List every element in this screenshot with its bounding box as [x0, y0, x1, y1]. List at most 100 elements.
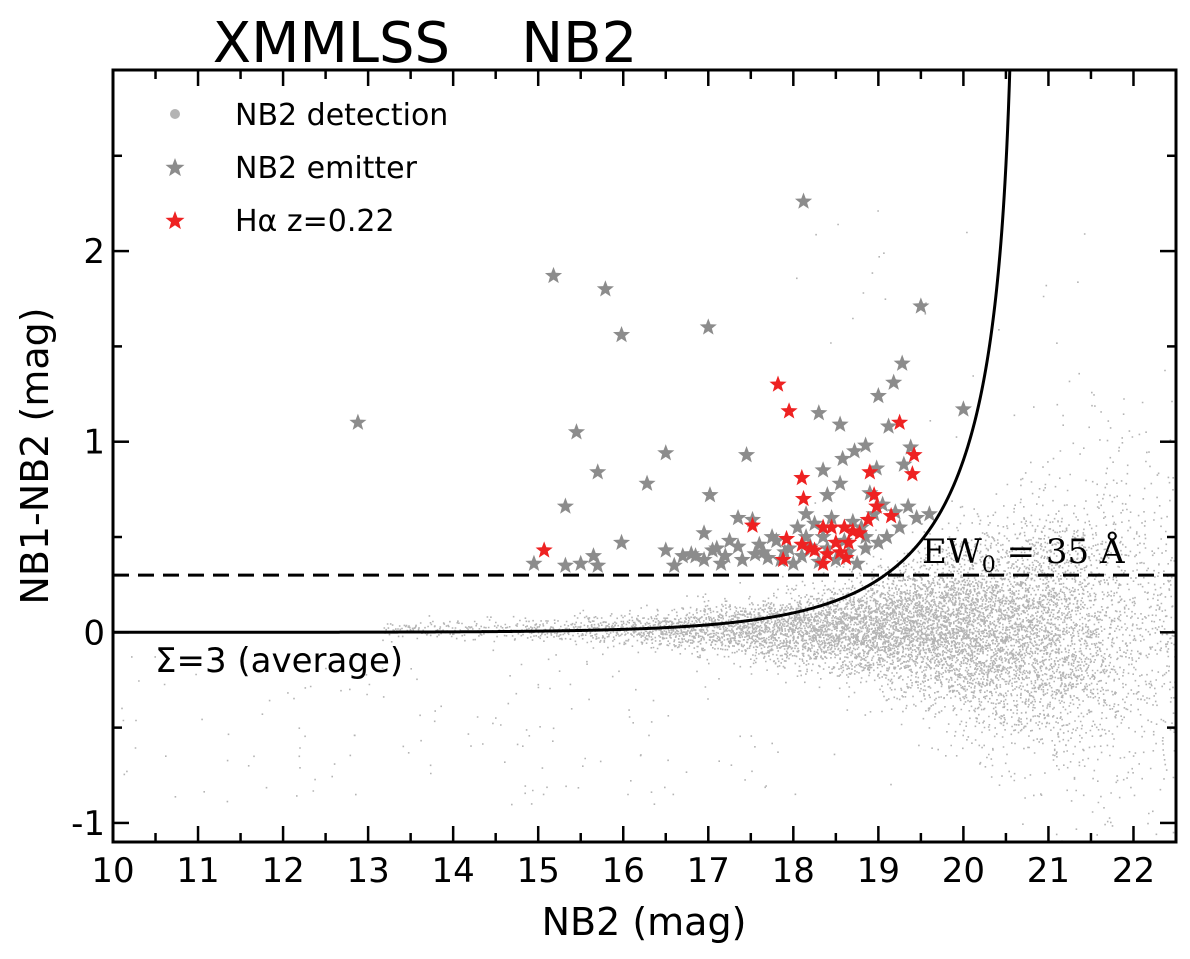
emitter-point: [827, 550, 845, 568]
halpha-point: [774, 550, 792, 568]
halpha-point: [837, 548, 855, 566]
halpha-point: [777, 529, 796, 547]
halpha-point: [794, 489, 813, 507]
emitter-point: [784, 554, 802, 571]
emitter-point: [657, 444, 675, 461]
emitter-point: [878, 528, 896, 545]
emitter-point: [857, 539, 875, 556]
emitter-point: [737, 446, 756, 463]
halpha-series: [535, 375, 923, 571]
x-tick-label: 11: [176, 851, 219, 891]
halpha-point: [835, 518, 853, 535]
halpha-point: [882, 507, 900, 524]
halpha-point: [818, 545, 836, 562]
sigma-curve: [113, 70, 1012, 634]
halpha-point: [814, 518, 832, 535]
legend-marker-halpha: [165, 211, 185, 230]
halpha-point: [793, 468, 811, 486]
x-tick-label: 19: [857, 851, 900, 891]
emitter-point: [567, 423, 586, 440]
emitter-point: [845, 442, 864, 459]
halpha-point: [827, 533, 845, 551]
y-axis-title: NB1-NB2 (mag): [13, 307, 57, 604]
emitter-point: [556, 497, 574, 514]
legend: NB2 detection NB2 emitter Hα z=0.22: [165, 98, 448, 239]
emitter-point: [840, 543, 858, 560]
emitter-point: [954, 400, 972, 417]
x-tick-label: 12: [261, 851, 304, 891]
y-tick-labels: -1 0 1 2: [71, 232, 105, 844]
emitter-point: [831, 474, 849, 491]
emitter-point: [525, 554, 543, 571]
emitter-point: [349, 413, 367, 430]
halpha-point: [859, 510, 877, 528]
emitter-point: [612, 533, 631, 551]
emitter-point: [814, 461, 832, 478]
legend-label-detection: NB2 detection: [235, 98, 448, 133]
emitter-point: [674, 547, 692, 564]
emitter-point: [899, 497, 917, 514]
emitter-point: [912, 297, 930, 314]
emitter-point: [893, 354, 911, 371]
emitter-point: [703, 541, 722, 558]
plot-area: [113, 70, 1176, 842]
emitter-point: [891, 518, 909, 535]
emitter-point: [902, 438, 920, 455]
emitter-point: [869, 386, 887, 404]
emitter-point: [686, 547, 705, 564]
emitter-point: [695, 524, 713, 541]
emitter-point: [789, 518, 807, 535]
y-tick-label: 1: [83, 423, 105, 463]
x-tick-label: 17: [687, 851, 730, 891]
x-tick-label: 10: [91, 851, 134, 891]
halpha-point: [806, 541, 824, 558]
emitter-point: [589, 556, 607, 573]
x-tick-label: 20: [942, 851, 985, 891]
halpha-point: [891, 413, 909, 430]
emitter-point: [746, 545, 764, 562]
emitter-point: [852, 518, 870, 535]
x-tick-label: 21: [1027, 851, 1070, 891]
emitter-point: [848, 554, 866, 571]
emitter-point: [908, 508, 926, 526]
halpha-point: [801, 539, 819, 556]
legend-marker-detection: [170, 109, 180, 119]
emitter-point: [729, 537, 747, 554]
emitter-point: [695, 550, 713, 568]
y-tick-label: 0: [83, 613, 105, 653]
emitter-point: [755, 543, 773, 560]
emitter-point: [844, 512, 862, 530]
halpha-point: [780, 402, 798, 419]
emitter-point: [895, 455, 913, 472]
emitter-point: [857, 436, 875, 453]
emitter-point: [544, 266, 563, 284]
emitter-point: [868, 459, 886, 476]
emitter-point: [750, 535, 768, 552]
chart-title: XMMLSS NB2: [213, 11, 637, 76]
emitter-point: [823, 508, 841, 526]
halpha-point: [769, 375, 787, 392]
emitter-point: [733, 550, 751, 568]
emitter-point: [589, 463, 607, 480]
emitter-point: [794, 192, 813, 209]
emitter-point: [793, 547, 811, 564]
emitter-point: [729, 508, 747, 526]
emitter-point: [780, 539, 798, 556]
emitter-point: [657, 541, 675, 558]
emitter-point: [831, 415, 849, 432]
halpha-point: [905, 446, 923, 463]
emitter-point: [716, 547, 734, 564]
emitter-point: [556, 556, 574, 573]
emitter-point: [638, 474, 656, 491]
halpha-point: [865, 486, 883, 503]
emitter-point: [701, 486, 719, 503]
halpha-point: [793, 535, 811, 552]
legend-label-halpha: Hα z=0.22: [235, 204, 395, 239]
emitter-point: [584, 547, 603, 564]
emitter-point: [712, 554, 730, 571]
emitter-point: [767, 531, 785, 549]
emitter-point: [886, 503, 904, 520]
emitter-point: [810, 404, 828, 421]
x-tick-label: 13: [346, 851, 389, 891]
x-tick-label: 14: [432, 851, 475, 891]
